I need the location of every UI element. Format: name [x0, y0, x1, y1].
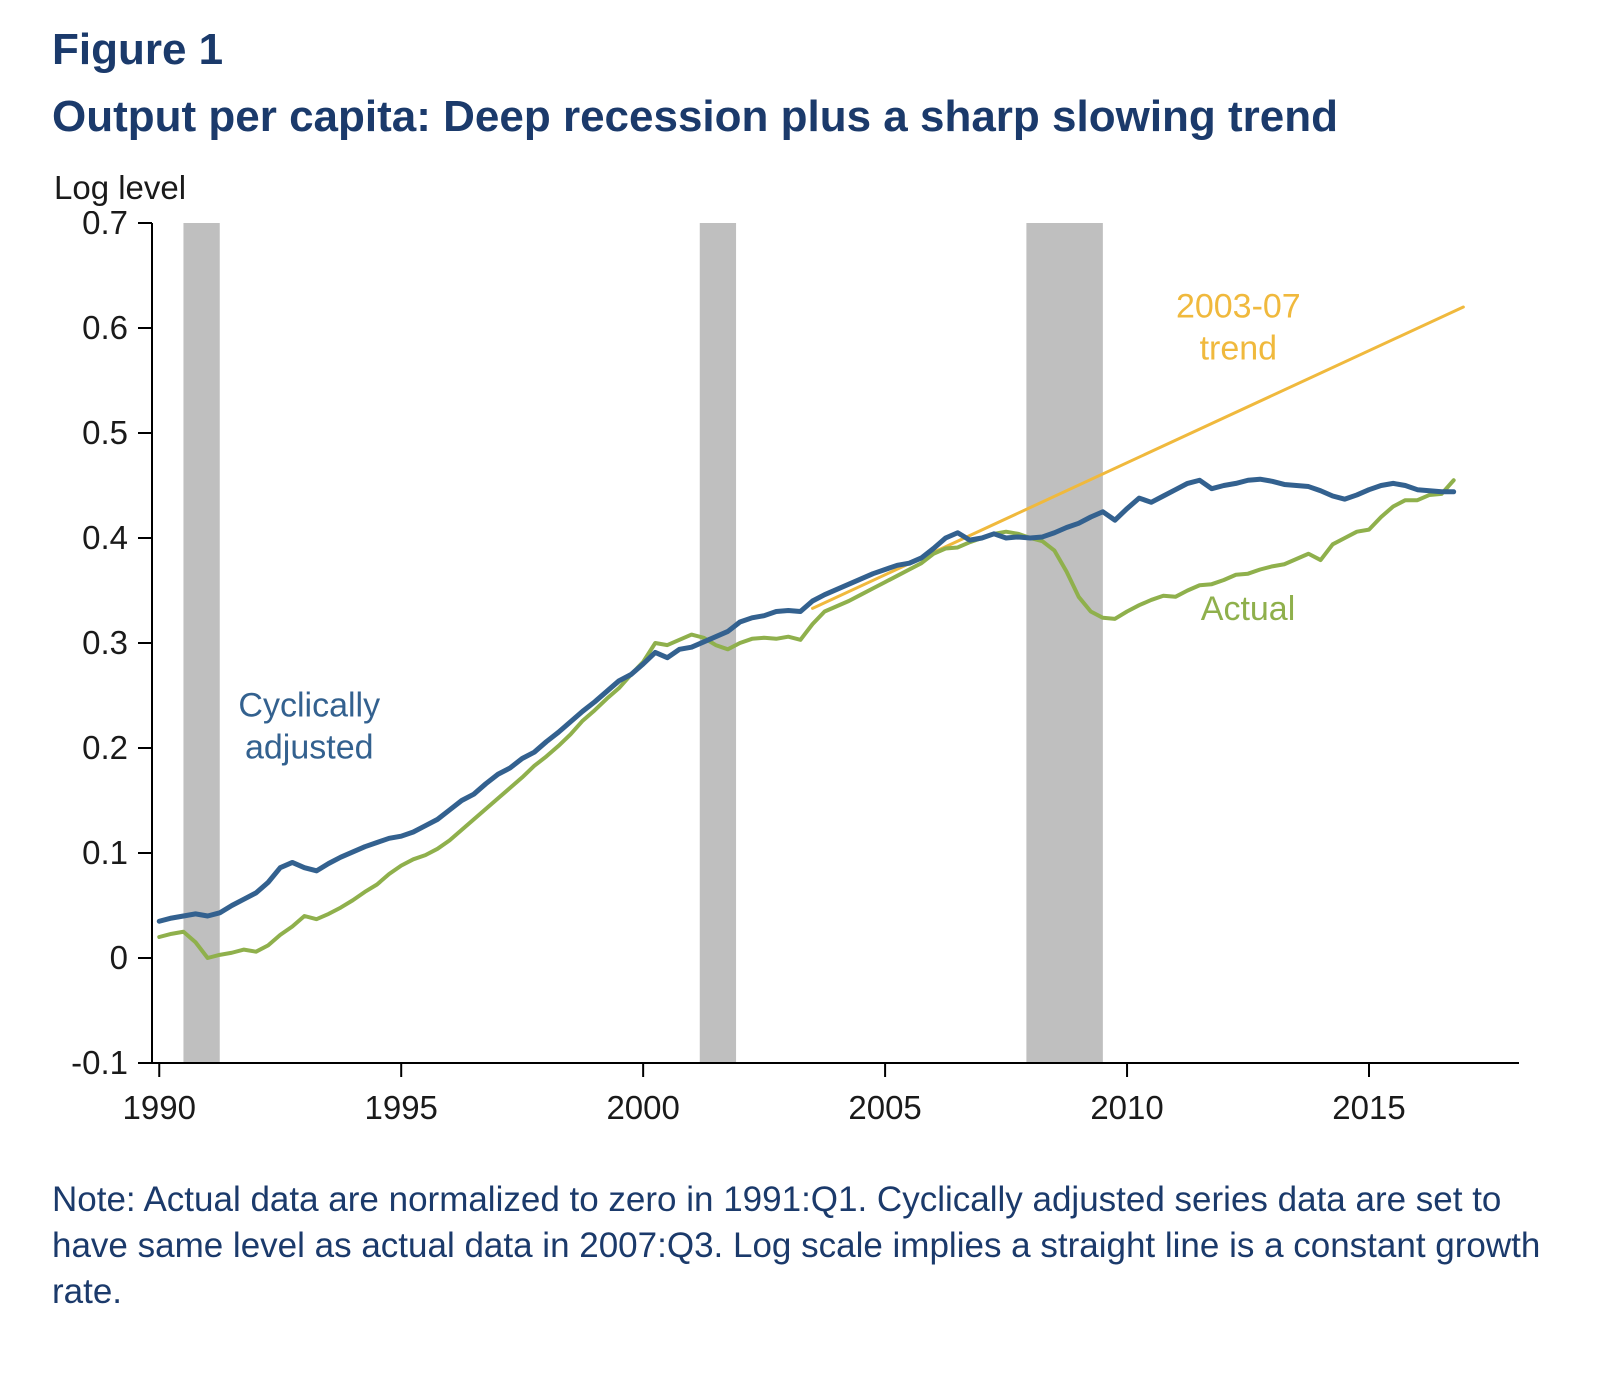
figure-note: Note: Actual data are normalized to zero… [52, 1179, 1541, 1312]
x-tick-label: 2000 [606, 1089, 679, 1126]
figure-title: Output per capita: Deep recession plus a… [52, 92, 1339, 142]
x-tick-label: 1990 [123, 1089, 196, 1126]
x-tick-label: 2015 [1332, 1089, 1405, 1126]
figure-label: Figure 1 [52, 25, 224, 74]
annotation-label: Cyclically [238, 686, 380, 724]
series-line-adjusted [156, 476, 1457, 924]
annotation-label: adjusted [245, 728, 374, 766]
y-tick-label: 0.1 [82, 834, 128, 871]
y-tick-label: 0.5 [82, 414, 128, 451]
y-tick-label: 0.6 [82, 309, 128, 346]
y-tick-label: -0.1 [71, 1044, 128, 1081]
y-tick-label: 0.7 [82, 211, 128, 241]
y-tick-label: 0.2 [82, 729, 128, 766]
series-line-actual [157, 478, 1456, 960]
x-tick-label: 2010 [1090, 1089, 1163, 1126]
annotation-label: Actual [1201, 590, 1296, 628]
y-tick-label: 0.4 [82, 519, 128, 556]
recession-band [1026, 222, 1103, 1063]
x-tick-label: 2005 [848, 1089, 921, 1126]
y-tick-label: 0.3 [82, 624, 128, 661]
annotation-label: 2003-07 [1176, 287, 1301, 325]
annotation-label: trend [1200, 329, 1278, 367]
y-tick-label: 0 [110, 939, 128, 976]
chart-canvas: 0.7 0.6 0.5 0.4 0.3 0.2 0.1 0 -0.1 1990 1995 2000 20… [71, 211, 1519, 1126]
x-tick-label: 1995 [364, 1089, 437, 1126]
recession-band [183, 222, 220, 1063]
y-axis-title: Log level [54, 168, 187, 206]
